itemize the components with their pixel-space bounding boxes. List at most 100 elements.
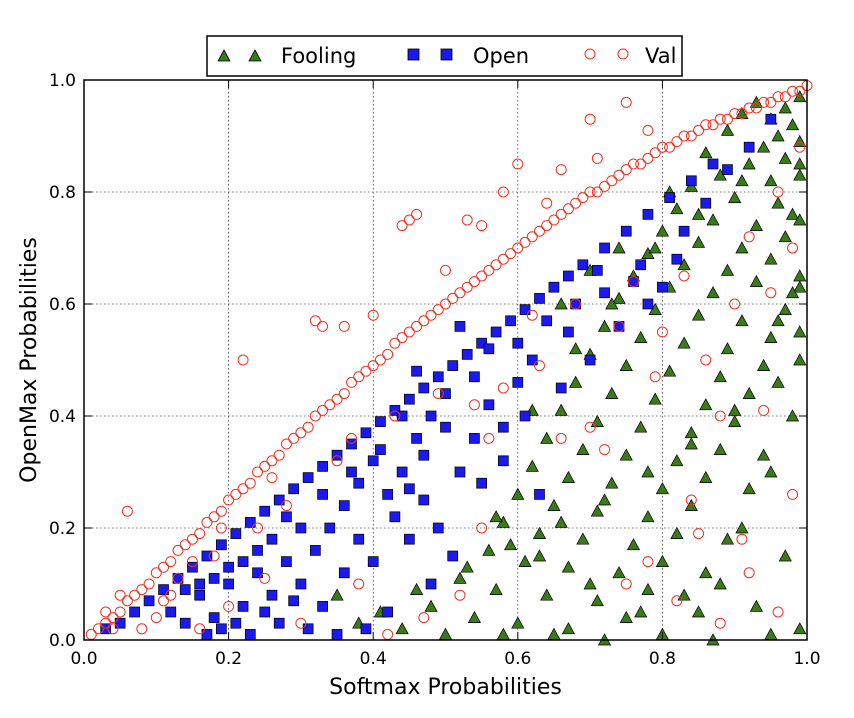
- fooling-point: [699, 566, 713, 579]
- val-point: [541, 220, 553, 232]
- fooling-point: [778, 230, 792, 243]
- open-point: [404, 393, 415, 405]
- val-point: [765, 96, 777, 108]
- val-point: [642, 152, 654, 164]
- val-point: [114, 606, 126, 618]
- val-point: [382, 348, 394, 360]
- legend-label-open: Open: [473, 44, 529, 68]
- val-point: [678, 130, 690, 142]
- val-point: [237, 354, 249, 366]
- open-point: [338, 500, 350, 511]
- open-point: [367, 455, 379, 467]
- val-point: [758, 96, 770, 108]
- val-point: [136, 623, 148, 635]
- val-point: [729, 108, 741, 120]
- open-point: [208, 573, 220, 584]
- open-point: [266, 533, 278, 545]
- open-point: [404, 483, 415, 495]
- val-point: [353, 578, 365, 590]
- open-point: [396, 410, 408, 422]
- fooling-point: [684, 437, 698, 450]
- open-point: [497, 421, 509, 433]
- val-point: [599, 444, 611, 456]
- legend-open-square-icon: [407, 48, 420, 61]
- open-point: [476, 477, 487, 489]
- open-point: [375, 444, 386, 455]
- y-tick-label: 0.4: [49, 407, 76, 427]
- open-point: [367, 556, 379, 567]
- val-point: [230, 488, 242, 500]
- fooling-point: [641, 582, 655, 595]
- fooling-point: [778, 549, 792, 562]
- val-point: [179, 539, 191, 551]
- val-point: [280, 500, 292, 512]
- fooling-point: [561, 560, 575, 573]
- val-point: [497, 253, 509, 265]
- open-point: [490, 326, 502, 338]
- fooling-point: [749, 218, 763, 231]
- x-tick-label: 0.2: [215, 649, 242, 669]
- fooling-point: [634, 605, 648, 618]
- fooling-point: [597, 319, 612, 332]
- open-point: [346, 438, 357, 450]
- fooling-point: [677, 336, 691, 349]
- open-point: [237, 556, 249, 567]
- open-point: [114, 617, 126, 629]
- open-point: [483, 399, 495, 411]
- val-point: [172, 544, 184, 556]
- val-point: [519, 236, 531, 248]
- fooling-point: [728, 414, 742, 427]
- series-open: [100, 113, 777, 640]
- fooling-point: [424, 599, 438, 612]
- open-point: [519, 304, 531, 315]
- open-point: [317, 601, 328, 612]
- open-point: [273, 617, 285, 629]
- val-point: [468, 399, 480, 411]
- x-axis-title: Softmax Probabilities: [329, 675, 562, 700]
- open-point: [208, 612, 220, 623]
- open-point: [302, 472, 314, 483]
- val-point: [447, 292, 459, 304]
- val-point: [772, 606, 784, 618]
- open-point: [273, 494, 285, 506]
- open-point: [353, 533, 365, 545]
- val-point: [512, 242, 524, 254]
- fooling-point: [793, 269, 807, 282]
- series-val: [85, 80, 813, 640]
- val-point: [787, 242, 799, 254]
- val-point: [671, 595, 683, 607]
- open-point: [765, 113, 777, 125]
- fooling-point: [771, 129, 785, 142]
- open-point: [584, 354, 596, 366]
- fooling-point: [482, 543, 496, 556]
- val-point: [215, 505, 227, 517]
- fooling-point: [735, 314, 749, 327]
- val-point: [743, 231, 755, 243]
- val-point: [432, 388, 444, 400]
- val-point: [425, 309, 437, 321]
- fooling-point: [793, 213, 807, 226]
- y-tick-label: 0.0: [49, 631, 76, 651]
- open-point: [497, 455, 509, 467]
- fooling-point: [793, 325, 807, 338]
- fooling-point: [728, 403, 742, 416]
- fooling-point: [619, 358, 633, 371]
- val-point: [259, 460, 271, 472]
- val-point: [411, 208, 423, 220]
- fooling-point: [496, 627, 510, 640]
- open-point: [244, 629, 256, 640]
- y-axis-title: OpenMax Probabilities: [17, 237, 42, 483]
- open-point: [671, 253, 683, 265]
- fooling-point: [778, 101, 792, 114]
- fooling-point: [757, 140, 771, 153]
- legend-val-circle-icon: [584, 48, 596, 60]
- open-point: [201, 629, 213, 640]
- val-point: [620, 96, 632, 108]
- fooling-point: [583, 577, 597, 590]
- val-point: [693, 124, 705, 136]
- y-tick-label: 0.8: [49, 183, 76, 203]
- open-point: [375, 416, 386, 427]
- fooling-point: [619, 448, 633, 461]
- open-point: [642, 209, 654, 220]
